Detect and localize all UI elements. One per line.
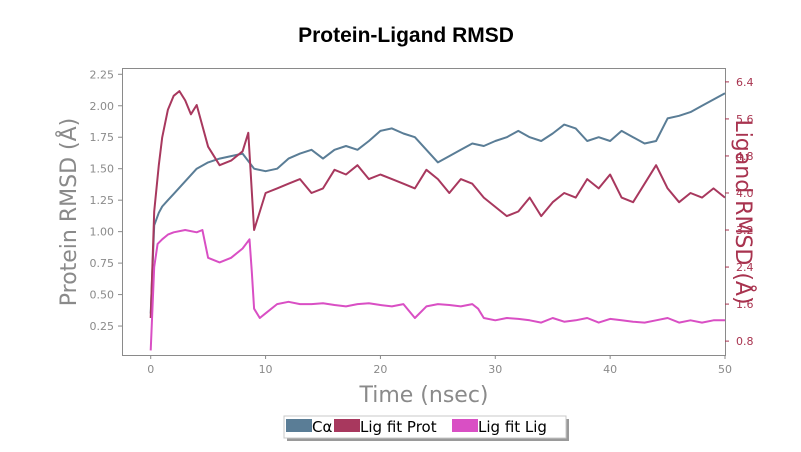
x-axis-ticks: 0 10 20 30 40 50 <box>147 355 732 376</box>
y-right-tick-label-3: 3.2 <box>736 224 754 237</box>
y-tick-label-0: 0.25 <box>90 320 115 333</box>
x-tick-label-2: 20 <box>373 363 387 376</box>
legend-swatch-1 <box>334 419 360 432</box>
plot-frame <box>122 68 726 356</box>
y-right-axis-ticks: 0.8 1.6 2.4 3.2 4.0 4.8 5.6 6.4 <box>725 76 754 348</box>
y-right-tick-label-1: 1.6 <box>736 298 754 311</box>
y-tick-label-3: 1.00 <box>90 226 115 239</box>
y-tick-label-5: 1.50 <box>90 163 115 176</box>
y-right-tick-label-2: 2.4 <box>736 261 754 274</box>
y-right-tick-label-5: 4.8 <box>736 150 754 163</box>
legend: Cα Lig fit Prot Lig fit Lig <box>283 415 569 441</box>
series-line-1 <box>149 90 726 319</box>
legend-label-2: Lig fit Lig <box>478 418 547 436</box>
y-right-tick-label-0: 0.8 <box>736 335 754 348</box>
y-right-axis-label: Ligand RMSD (Å) <box>730 119 757 304</box>
y-right-tick-label-4: 4.0 <box>736 187 754 200</box>
legend-swatch-2 <box>452 419 478 432</box>
legend-swatch-0 <box>286 419 312 432</box>
x-tick-label-4: 40 <box>603 363 617 376</box>
x-tick-label-5: 50 <box>718 363 732 376</box>
chart-title: Protein-Ligand RMSD <box>298 24 514 47</box>
y-right-tick-label-7: 6.4 <box>736 76 754 89</box>
x-axis-label: Time (nsec) <box>358 383 488 408</box>
y-axis-ticks: 0.25 0.50 0.75 1.00 1.25 1.50 1.75 2.00 2.25 <box>90 68 122 333</box>
x-tick-label-3: 30 <box>488 363 502 376</box>
x-tick-label-0: 0 <box>147 363 154 376</box>
y-right-tick-label-6: 5.6 <box>736 113 754 126</box>
y-tick-label-6: 1.75 <box>90 131 115 144</box>
y-tick-label-8: 2.25 <box>90 68 115 81</box>
series-line-2 <box>149 229 725 351</box>
legend-label-1: Lig fit Prot <box>360 418 437 436</box>
series-lines <box>149 90 726 351</box>
x-tick-label-1: 10 <box>259 363 273 376</box>
y-tick-label-1: 0.50 <box>90 289 115 302</box>
y-axis-label: Protein RMSD (Å) <box>55 118 82 307</box>
y-tick-label-2: 0.75 <box>90 257 115 270</box>
y-tick-label-7: 2.00 <box>90 100 115 113</box>
series-line-0 <box>149 92 726 314</box>
y-tick-label-4: 1.25 <box>90 194 115 207</box>
legend-label-0: Cα <box>312 418 332 436</box>
